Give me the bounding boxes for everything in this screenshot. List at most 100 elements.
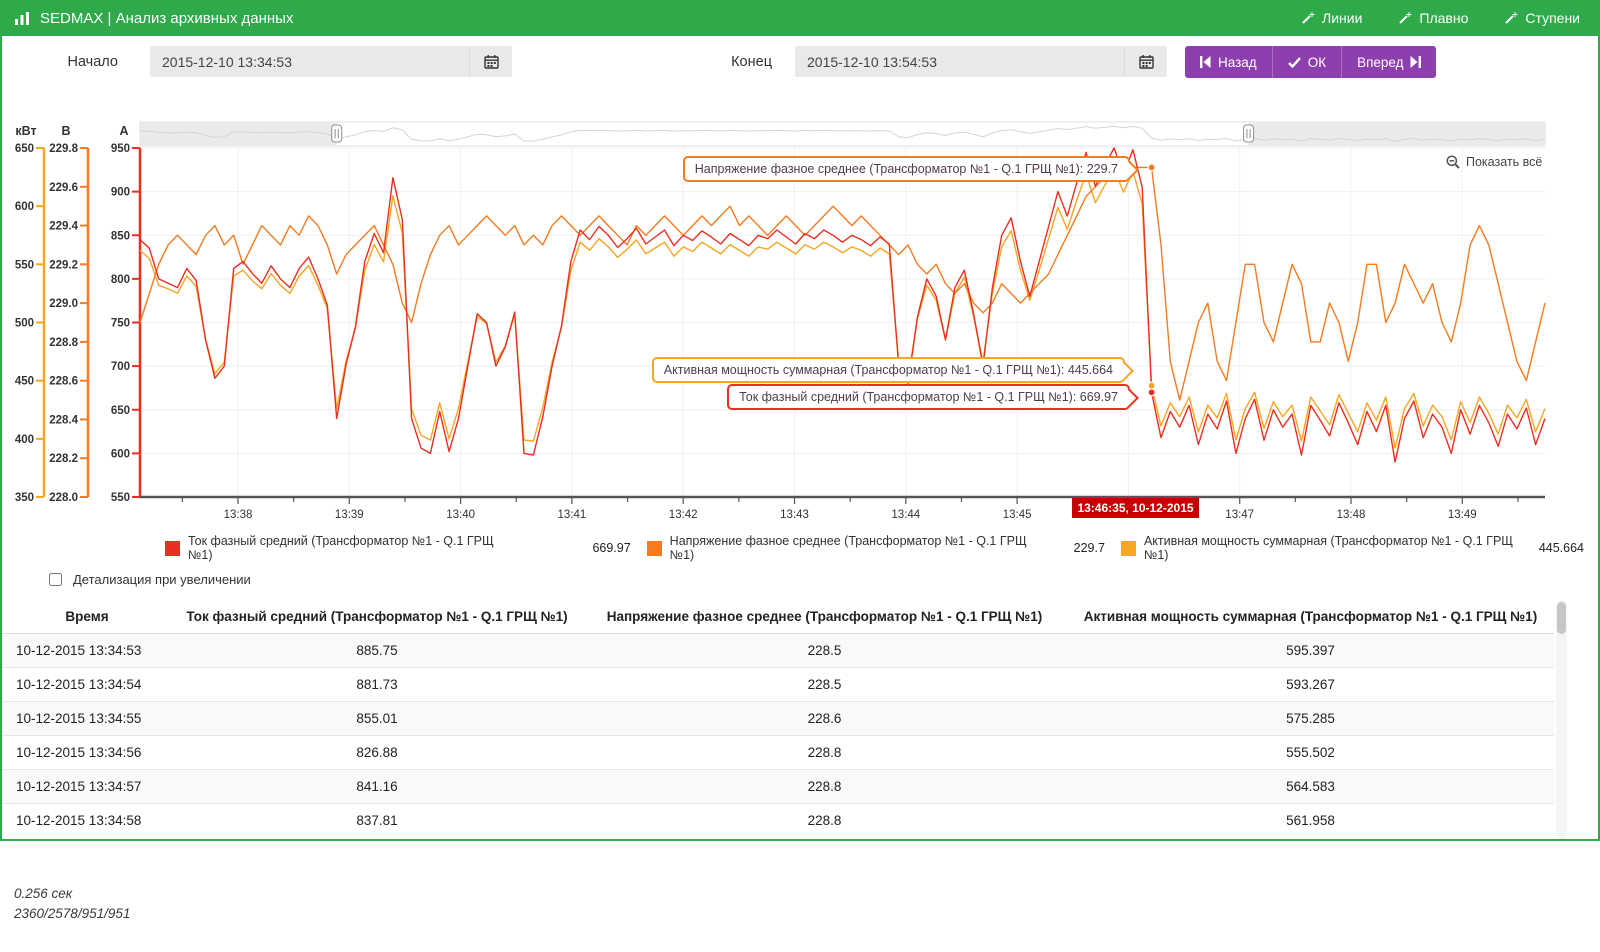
top-links: Линии Плавно Ступени bbox=[1301, 10, 1580, 26]
legend-swatch bbox=[646, 540, 662, 556]
svg-text:650: 650 bbox=[15, 143, 34, 155]
end-datetime-input[interactable] bbox=[795, 46, 1124, 77]
start-label: Начало bbox=[67, 54, 118, 70]
start-datetime-input[interactable] bbox=[150, 46, 469, 77]
top-bar: SEDMAX | Анализ архивных данных Линии Пл… bbox=[0, 0, 1600, 36]
table-cell: 228.8 bbox=[582, 803, 1067, 837]
step-backward-icon bbox=[1200, 56, 1211, 68]
table-cell: 595.397 bbox=[1067, 633, 1554, 668]
legend-item[interactable]: Напряжение фазное среднее (Трансформатор… bbox=[646, 534, 1105, 562]
y-axis-А: 550 600 650 700 750 800 850 900 950 А bbox=[111, 124, 142, 504]
svg-text:600: 600 bbox=[15, 201, 34, 213]
cursor-bullet bbox=[1147, 381, 1156, 390]
svg-text:13:39: 13:39 bbox=[335, 509, 364, 521]
svg-text:229.8: 229.8 bbox=[49, 143, 78, 155]
svg-text:13:40: 13:40 bbox=[446, 509, 475, 521]
menu-smooth-label: Плавно bbox=[1419, 10, 1469, 26]
end-calendar-button[interactable] bbox=[1124, 46, 1167, 77]
detail-zoom-option: Детализация при увеличении bbox=[45, 570, 251, 589]
tooltip-current: Ток фазный средний (Трансформатор №1 - Q… bbox=[727, 384, 1139, 410]
app-brand: SEDMAX | Анализ архивных данных bbox=[14, 10, 293, 27]
forward-button[interactable]: Вперед bbox=[1341, 46, 1437, 78]
table-scrollbar[interactable] bbox=[1556, 600, 1567, 839]
menu-lines[interactable]: Линии bbox=[1301, 10, 1362, 26]
chart-navigator[interactable] bbox=[139, 121, 1546, 147]
svg-text:228.8: 228.8 bbox=[49, 337, 78, 349]
ok-button-label: ОК bbox=[1307, 54, 1327, 70]
wand-icon bbox=[1399, 12, 1412, 24]
svg-text:А: А bbox=[119, 124, 128, 138]
tooltip-power: Активная мощность суммарная (Трансформат… bbox=[651, 357, 1134, 383]
legend-value: 229.7 bbox=[1073, 541, 1105, 555]
legend-item[interactable]: Ток фазный средний (Трансформатор №1 - Q… bbox=[165, 534, 631, 562]
y-axis-В: 228.0 228.2 228.4 228.6 228.8 229.0 229.2 229.4… bbox=[49, 124, 90, 504]
table-cell: 10-12-2015 13:34:58 bbox=[2, 803, 172, 837]
show-all-button[interactable]: Показать всё bbox=[1446, 155, 1542, 169]
back-button-label: Назад bbox=[1218, 54, 1257, 70]
column-header: Активная мощность суммарная (Трансформат… bbox=[1067, 600, 1554, 634]
chart-gridlines bbox=[140, 147, 1545, 498]
step-forward-icon bbox=[1410, 56, 1422, 68]
table-row: 10-12-2015 13:34:53 885.75 228.5 595.397 bbox=[2, 633, 1554, 668]
table-cell: 855.01 bbox=[172, 701, 582, 736]
start-calendar-button[interactable] bbox=[469, 46, 512, 77]
detail-checkbox[interactable] bbox=[49, 573, 62, 586]
legend-value: 669.97 bbox=[592, 541, 631, 555]
svg-text:650: 650 bbox=[111, 405, 130, 417]
table-cell: 10-12-2015 13:34:56 bbox=[2, 735, 172, 770]
status-footer: 0.256 сек 2360/2578/951/951 bbox=[14, 884, 130, 924]
query-time: 0.256 сек bbox=[14, 886, 73, 901]
scrollbar-thumb[interactable] bbox=[1557, 602, 1566, 634]
table-cell: 10-12-2015 13:34:54 bbox=[2, 667, 172, 702]
back-button[interactable]: Назад bbox=[1185, 46, 1272, 78]
svg-text:900: 900 bbox=[111, 187, 130, 199]
table-cell: 228.6 bbox=[582, 701, 1067, 736]
svg-text:850: 850 bbox=[111, 230, 130, 242]
table-cell: 564.583 bbox=[1067, 769, 1554, 804]
svg-text:13:41: 13:41 bbox=[558, 509, 587, 521]
svg-text:В: В bbox=[61, 124, 70, 138]
cursor-time-label: 13:46:35, 10-12-2015 bbox=[1072, 498, 1199, 518]
svg-text:кВт: кВт bbox=[15, 124, 36, 138]
table-cell: 555.502 bbox=[1067, 735, 1554, 770]
svg-text:350: 350 bbox=[15, 492, 34, 504]
table-row: 10-12-2015 13:34:55 855.01 228.6 575.285 bbox=[2, 701, 1554, 736]
app-title: SEDMAX | Анализ архивных данных bbox=[40, 9, 294, 27]
series-line bbox=[139, 147, 1546, 463]
navigator-handle[interactable] bbox=[1243, 124, 1255, 143]
legend-swatch bbox=[165, 540, 180, 556]
svg-text:13:38: 13:38 bbox=[224, 509, 253, 521]
svg-text:229.0: 229.0 bbox=[49, 298, 78, 310]
chart-plot[interactable]: 350400450500550600650кВт228.0228.2228.42… bbox=[0, 115, 1600, 527]
legend-value: 445.664 bbox=[1538, 541, 1584, 555]
x-axis: 13:38 13:39 13:40 13:41 13:42 13:43 13:44 13:45… bbox=[140, 495, 1545, 521]
legend-item[interactable]: Активная мощность суммарная (Трансформат… bbox=[1120, 534, 1584, 562]
show-all-label: Показать всё bbox=[1466, 155, 1543, 169]
start-date-group bbox=[150, 46, 512, 77]
data-table-wrap: Время Ток фазный средний (Трансформатор №… bbox=[2, 600, 1554, 839]
ok-button[interactable]: ОК bbox=[1271, 46, 1342, 78]
legend-label: Активная мощность суммарная (Трансформат… bbox=[1143, 534, 1514, 562]
column-header: Время bbox=[2, 600, 172, 634]
table-row: 10-12-2015 13:34:56 826.88 228.8 555.502 bbox=[2, 735, 1554, 770]
menu-smooth[interactable]: Плавно bbox=[1398, 10, 1468, 26]
wand-icon bbox=[1505, 12, 1518, 24]
chart-legend: Ток фазный средний (Трансформатор №1 - Q… bbox=[165, 534, 1600, 562]
end-label: Конец bbox=[731, 54, 772, 70]
navigator-sparkline bbox=[139, 125, 1546, 142]
menu-steps[interactable]: Ступени bbox=[1504, 10, 1580, 26]
table-cell: 10-12-2015 13:34:57 bbox=[2, 769, 172, 804]
calendar-icon bbox=[1138, 55, 1154, 69]
svg-text:550: 550 bbox=[111, 492, 130, 504]
detail-checkbox-label: Детализация при увеличении bbox=[73, 572, 251, 587]
table-cell: 228.5 bbox=[582, 667, 1067, 702]
navigator-handle[interactable] bbox=[331, 124, 343, 143]
svg-text:13:43: 13:43 bbox=[780, 509, 809, 521]
svg-text:950: 950 bbox=[111, 143, 130, 155]
svg-text:600: 600 bbox=[111, 448, 130, 460]
series-line bbox=[139, 168, 1546, 449]
table-cell: 228.8 bbox=[582, 769, 1067, 804]
svg-text:500: 500 bbox=[15, 318, 34, 330]
svg-text:228.6: 228.6 bbox=[49, 376, 78, 388]
